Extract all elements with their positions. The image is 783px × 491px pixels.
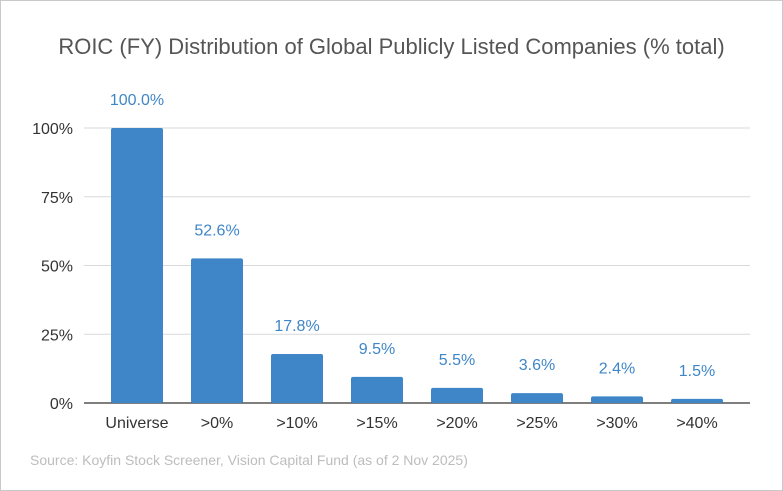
y-tick-label: 50% [41,259,73,276]
x-tick-label: >0% [201,415,233,432]
x-tick-label: >15% [356,415,397,432]
data-label: 52.6% [194,222,239,239]
bar [351,376,403,403]
bar [271,354,323,403]
data-label: 9.5% [359,341,395,358]
data-label: 2.4% [599,360,635,377]
chart-title: ROIC (FY) Distribution of Global Publicl… [58,34,725,59]
x-tick-label: >10% [276,415,317,432]
y-tick-label: 100% [32,121,73,138]
bar [191,258,243,403]
x-tick-label: Universe [105,415,168,432]
x-tick-label: >20% [436,415,477,432]
x-tick-label: >25% [516,415,557,432]
y-tick-label: 25% [41,327,73,344]
data-label: 100.0% [110,92,164,109]
y-tick-label: 75% [41,190,73,207]
data-label: 17.8% [274,318,319,335]
x-tick-label: >40% [676,415,717,432]
data-label: 5.5% [439,352,475,369]
bar [591,396,643,403]
bar [431,387,483,403]
chart-source: Source: Koyfin Stock Screener, Vision Ca… [30,452,468,468]
bar [111,128,163,403]
x-tick-label: >30% [596,415,637,432]
bar [511,393,563,403]
y-tick-label: 0% [50,396,73,413]
bar [671,398,723,403]
data-label: 1.5% [679,363,715,380]
data-label: 3.6% [519,357,555,374]
